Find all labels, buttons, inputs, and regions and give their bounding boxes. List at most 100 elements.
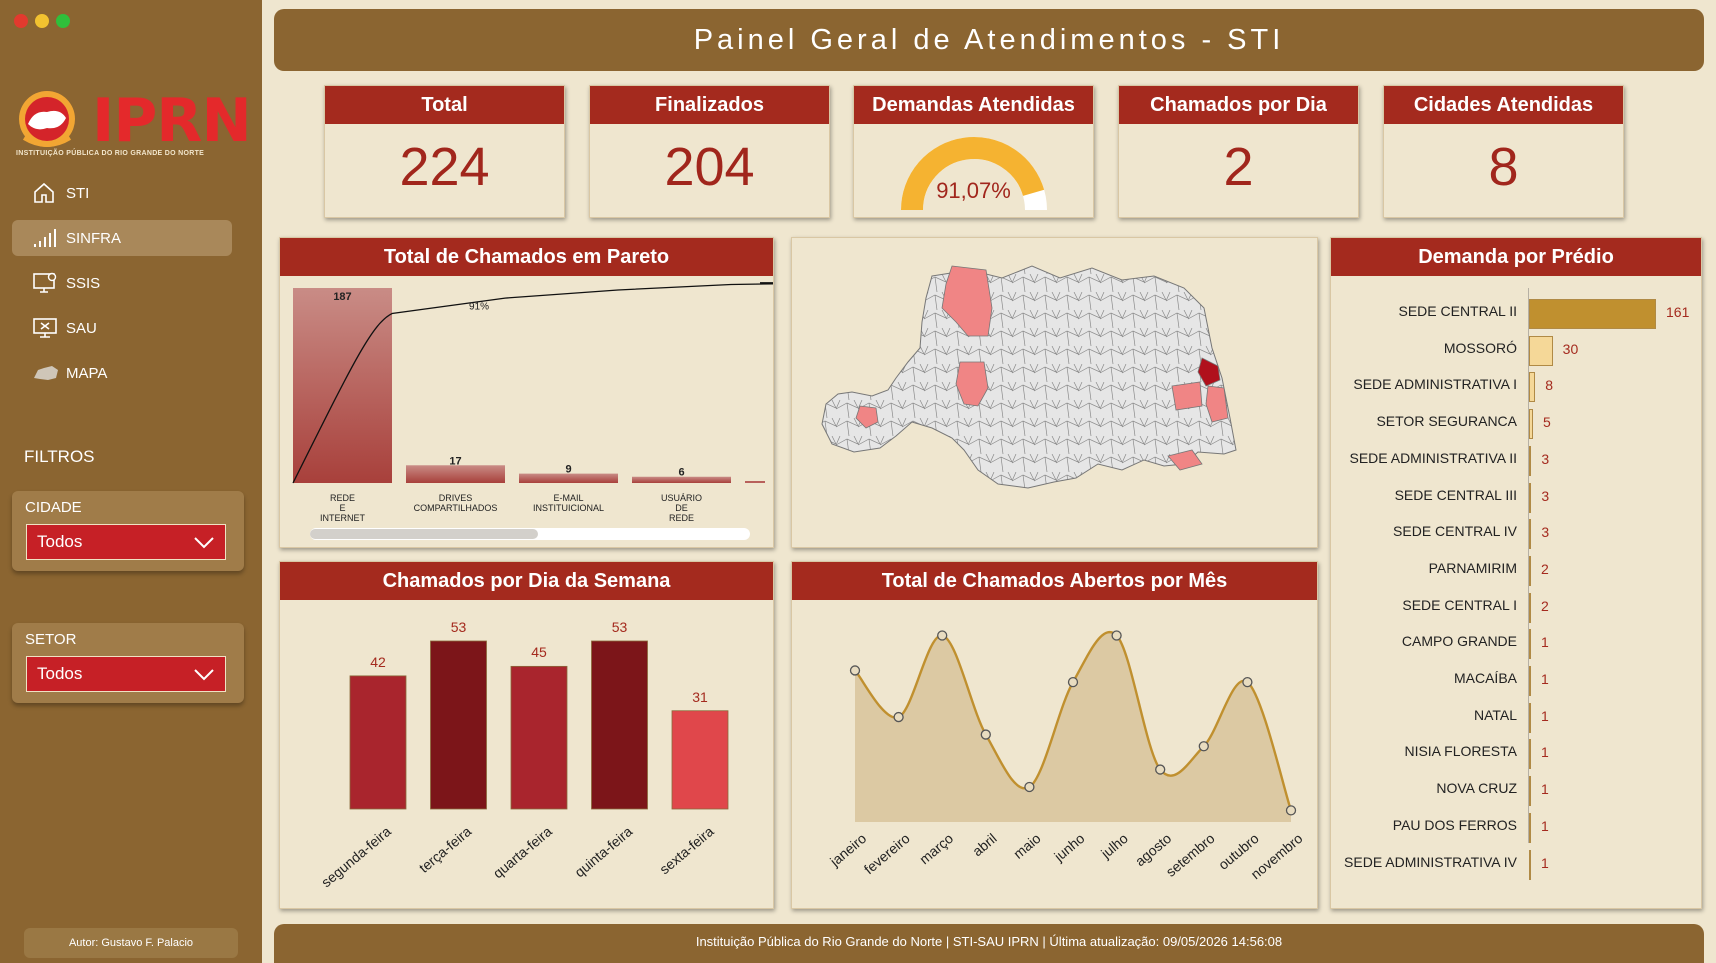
monthly-point[interactable] [1198,741,1209,752]
monthly-point[interactable] [980,729,991,740]
monthly-point[interactable] [1285,805,1297,816]
building-name: PARNAMIRIM [1428,559,1517,576]
building-bar [1529,482,1532,513]
logo-subtitle: INSTITUIÇÃO PÚBLICA DO RIO GRANDE DO NOR… [16,150,205,157]
building-row[interactable]: SEDE CENTRAL II 161 [1331,296,1699,329]
sidebar-item-sinfra[interactable]: SINFRA [12,220,232,256]
pareto-cumulative-line [292,282,773,484]
pareto-value-label: 187 [333,291,351,303]
pareto-category-line: INSTITUICIONAL [532,503,604,513]
monthly-point[interactable] [937,630,948,641]
pareto-category-label: E-MAIL INSTITUICIONAL [519,493,619,513]
building-value: 30 [1562,340,1579,357]
building-row[interactable]: SEDE CENTRAL I 2 [1331,590,1699,623]
page-title: Painel Geral de Atendimentos - STI [274,9,1704,71]
building-row[interactable]: SEDE CENTRAL III 3 [1331,480,1699,513]
building-row[interactable]: NOVA CRUZ 1 [1331,773,1699,807]
building-bar [1529,592,1531,623]
building-value: 1 [1541,634,1549,651]
building-value: 1 [1541,854,1549,871]
sidebar-item-sti[interactable]: STI [12,175,232,211]
kpi-value: 2 [1223,137,1254,197]
panel-title: Chamados por Dia da Semana [280,562,773,600]
signal-icon [32,225,60,251]
kpi-value: 224 [399,137,490,197]
building-row[interactable]: PAU DOS FERROS 1 [1331,810,1699,843]
building-row[interactable]: SEDE ADMINISTRATIVA II 3 [1331,443,1699,476]
pareto-category-line: E-MAIL [553,493,584,503]
building-row[interactable]: SEDE CENTRAL IV 3 [1331,516,1699,550]
building-bar [1529,739,1531,770]
monthly-point[interactable] [1155,764,1166,775]
pareto-category-line: REDE [329,493,355,503]
pareto-bar [406,465,505,483]
building-name: PAU DOS FERROS [1392,816,1517,833]
monthly-point[interactable] [1242,676,1253,688]
sector-select[interactable]: Todos [26,656,226,692]
building-value: 1 [1541,707,1549,724]
building-row[interactable]: NATAL 1 [1331,700,1699,733]
building-value: 1 [1541,671,1549,687]
building-bar [1529,776,1531,807]
weekday-chart [349,640,729,810]
building-row[interactable]: SETOR SEGURANCA 5 [1331,406,1699,440]
weekday-bar [671,710,729,810]
sidebar-item-label: STI [66,184,90,202]
monthly-point[interactable] [893,711,904,723]
building-name: SEDE CENTRAL III [1394,486,1517,503]
building-value: 5 [1542,414,1551,431]
filter-sector: SETOR Todos [12,623,244,703]
gauge-chart [901,137,1047,211]
monthly-point[interactable] [849,665,861,676]
map-region-shape [821,265,1237,489]
monthly-point[interactable] [1067,676,1079,688]
building-value: 1 [1541,817,1549,834]
building-row[interactable]: SEDE ADMINISTRATIVA I 8 [1331,369,1699,403]
building-row[interactable]: CAMPO GRANDE 1 [1331,626,1699,660]
gauge-value: 91,07% [936,178,1011,203]
sidebar-item-label: SAU [66,319,97,337]
sidebar-item-label: MAPA [66,364,108,382]
building-row[interactable]: SEDE ADMINISTRATIVA IV 1 [1331,847,1699,880]
sidebar-item-sau[interactable]: SAU [12,310,232,346]
monthly-point[interactable] [1111,630,1122,641]
building-row[interactable]: NISIA FLORESTA 1 [1331,736,1699,770]
kpi-calls-per-day: Chamados por Dia 2 [1118,85,1359,218]
building-row[interactable]: MACAÍBA 1 [1331,663,1699,696]
building-name: SEDE ADMINISTRATIVA II [1349,449,1517,466]
building-name: SETOR SEGURANCA [1376,413,1517,430]
footer: Instituição Pública do Rio Grande do Nor… [274,924,1704,963]
weekday-value-label: 31 [692,688,708,705]
sidebar-item-label: SINFRA [66,229,122,247]
building-name: NOVA CRUZ [1436,780,1517,797]
sidebar-item-ssis[interactable]: SSIS [12,265,232,301]
building-value: 3 [1541,487,1550,504]
maximize-window-icon[interactable] [56,14,70,28]
sidebar-item-mapa[interactable]: MAPA [12,355,232,391]
building-bar [1529,555,1531,586]
weekday-value-label: 45 [531,644,547,661]
minimize-window-icon[interactable] [35,14,49,28]
pareto-category-label: DRIVES COMPARTILHADOS [406,493,506,513]
pareto-scroll-thumb[interactable] [310,529,538,539]
kpi-cities-served: Cidades Atendidas 8 [1383,85,1624,218]
pareto-scrollbar[interactable] [310,528,750,540]
city-select[interactable]: Todos [26,524,226,560]
weekday-panel: Chamados por Dia da Semana 42 segunda-fei… [279,561,774,909]
monthly-point[interactable] [1024,781,1035,793]
pareto-value-label: 6 [678,467,684,479]
pareto-bar [632,476,731,483]
map-highlight-region [1205,385,1229,423]
weekday-bar [591,640,648,810]
gauge-fill [901,137,1045,211]
map-highlight-region [941,265,993,337]
weekday-bar [349,675,407,810]
filter-city: CIDADE Todos [12,491,244,571]
pareto-category-line: DRIVES [438,493,473,503]
building-row[interactable]: MOSSORÓ 30 [1331,333,1699,366]
building-axis-line [1528,288,1529,843]
building-row[interactable]: PARNAMIRIM 2 [1331,553,1699,586]
close-window-icon[interactable] [14,14,28,28]
pareto-category-line: COMPARTILHADOS [413,503,498,513]
map-highlight-region [1197,357,1221,387]
